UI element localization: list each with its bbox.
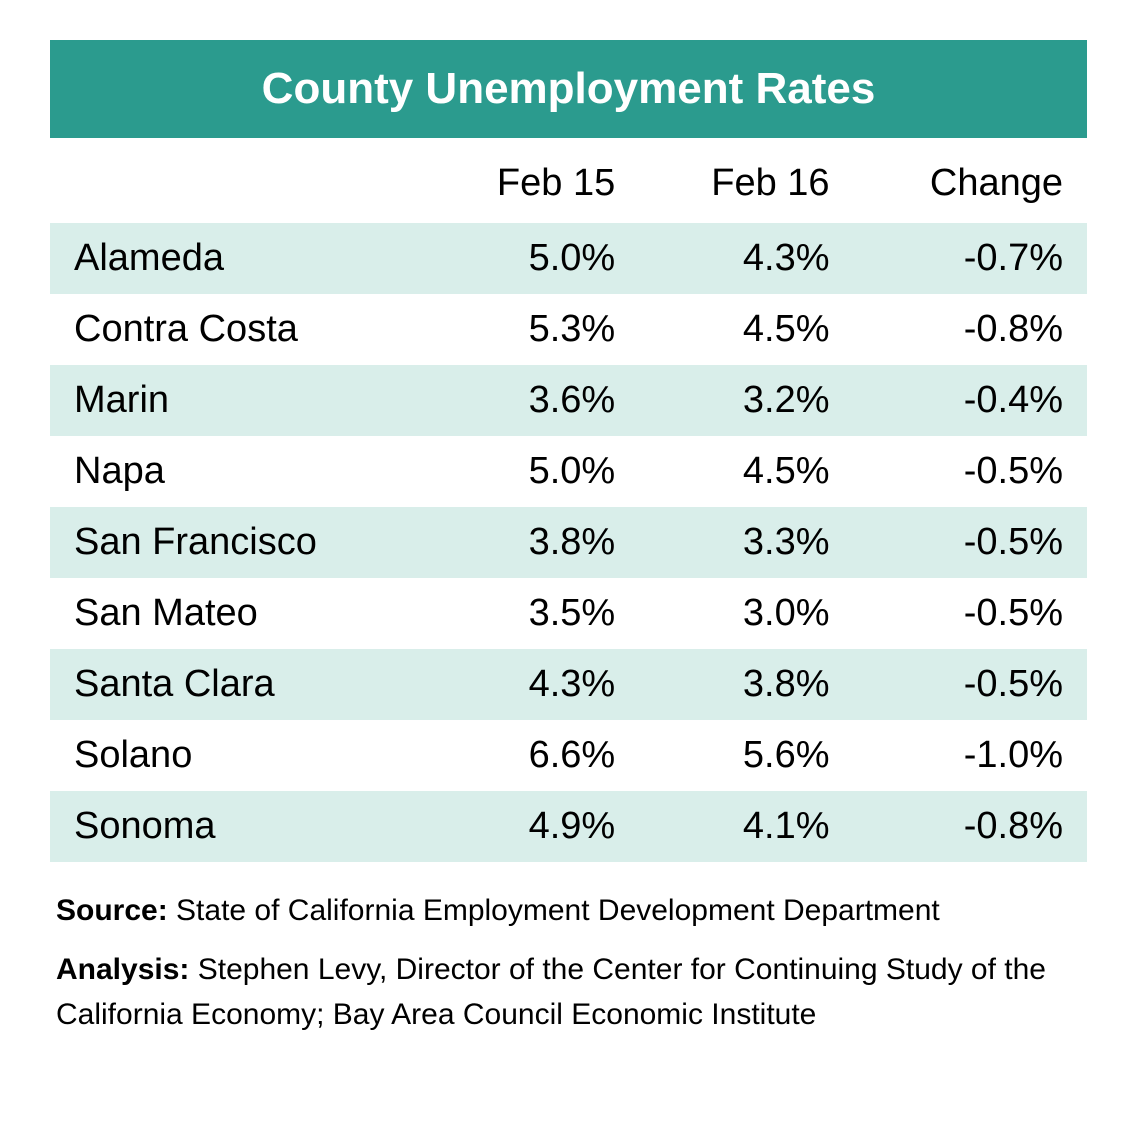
cell-change: -0.8% (854, 294, 1087, 365)
table-footer: Source: State of California Employment D… (50, 888, 1087, 1037)
cell-feb15: 3.6% (425, 365, 639, 436)
cell-county: Solano (50, 720, 425, 791)
cell-feb15: 5.0% (425, 223, 639, 294)
table-row: Alameda 5.0% 4.3% -0.7% (50, 223, 1087, 294)
table-row: Solano 6.6% 5.6% -1.0% (50, 720, 1087, 791)
cell-feb15: 3.8% (425, 507, 639, 578)
cell-county: Sonoma (50, 791, 425, 862)
cell-feb15: 5.0% (425, 436, 639, 507)
unemployment-table-container: County Unemployment Rates Feb 15 Feb 16 … (50, 40, 1087, 1037)
cell-change: -0.4% (854, 365, 1087, 436)
cell-feb16: 4.3% (639, 223, 853, 294)
cell-feb16: 4.5% (639, 294, 853, 365)
table-row: Sonoma 4.9% 4.1% -0.8% (50, 791, 1087, 862)
table-row: Napa 5.0% 4.5% -0.5% (50, 436, 1087, 507)
cell-change: -1.0% (854, 720, 1087, 791)
table-body: Alameda 5.0% 4.3% -0.7% Contra Costa 5.3… (50, 223, 1087, 862)
source-label: Source: (56, 894, 168, 927)
cell-change: -0.5% (854, 649, 1087, 720)
unemployment-table: Feb 15 Feb 16 Change Alameda 5.0% 4.3% -… (50, 138, 1087, 862)
cell-county: Santa Clara (50, 649, 425, 720)
cell-feb15: 6.6% (425, 720, 639, 791)
col-feb16: Feb 16 (639, 138, 853, 223)
table-header-row: Feb 15 Feb 16 Change (50, 138, 1087, 223)
analysis-label: Analysis: (56, 953, 189, 986)
analysis-text: Stephen Levy, Director of the Center for… (56, 953, 1046, 1031)
cell-county: Alameda (50, 223, 425, 294)
cell-county: Marin (50, 365, 425, 436)
cell-feb15: 5.3% (425, 294, 639, 365)
analysis-line: Analysis: Stephen Levy, Director of the … (56, 947, 1081, 1037)
cell-feb15: 4.9% (425, 791, 639, 862)
table-row: San Mateo 3.5% 3.0% -0.5% (50, 578, 1087, 649)
table-row: Santa Clara 4.3% 3.8% -0.5% (50, 649, 1087, 720)
cell-feb16: 3.8% (639, 649, 853, 720)
cell-change: -0.5% (854, 436, 1087, 507)
source-line: Source: State of California Employment D… (56, 888, 1081, 933)
table-row: San Francisco 3.8% 3.3% -0.5% (50, 507, 1087, 578)
col-county (50, 138, 425, 223)
cell-county: Napa (50, 436, 425, 507)
table-title: County Unemployment Rates (50, 40, 1087, 138)
cell-county: San Francisco (50, 507, 425, 578)
cell-feb15: 3.5% (425, 578, 639, 649)
table-row: Marin 3.6% 3.2% -0.4% (50, 365, 1087, 436)
cell-feb16: 4.1% (639, 791, 853, 862)
cell-change: -0.8% (854, 791, 1087, 862)
cell-county: Contra Costa (50, 294, 425, 365)
cell-feb16: 3.2% (639, 365, 853, 436)
cell-feb16: 3.0% (639, 578, 853, 649)
source-text: State of California Employment Developme… (168, 894, 940, 927)
cell-county: San Mateo (50, 578, 425, 649)
col-change: Change (854, 138, 1087, 223)
cell-change: -0.5% (854, 578, 1087, 649)
cell-feb16: 5.6% (639, 720, 853, 791)
cell-change: -0.7% (854, 223, 1087, 294)
table-row: Contra Costa 5.3% 4.5% -0.8% (50, 294, 1087, 365)
cell-feb15: 4.3% (425, 649, 639, 720)
col-feb15: Feb 15 (425, 138, 639, 223)
cell-change: -0.5% (854, 507, 1087, 578)
cell-feb16: 3.3% (639, 507, 853, 578)
cell-feb16: 4.5% (639, 436, 853, 507)
